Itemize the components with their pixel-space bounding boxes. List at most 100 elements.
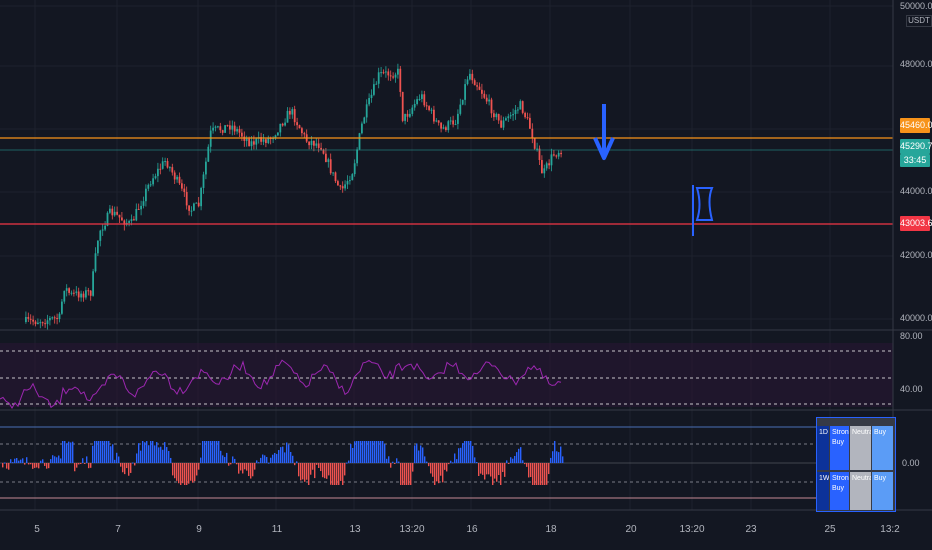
osc-bar bbox=[130, 463, 132, 473]
osc-bar bbox=[68, 441, 70, 463]
candle-body bbox=[188, 205, 190, 211]
osc-bar bbox=[216, 441, 218, 463]
candle-body bbox=[437, 120, 440, 123]
osc-bar bbox=[126, 463, 128, 469]
osc-bar bbox=[434, 463, 436, 485]
candle-body bbox=[56, 317, 58, 320]
osc-bar bbox=[330, 463, 332, 485]
rating-cell-strong-buy: Strong Buy bbox=[830, 472, 849, 510]
osc-bar bbox=[344, 463, 346, 476]
candle-body bbox=[430, 109, 433, 111]
candle-body bbox=[461, 99, 464, 105]
osc-bar bbox=[332, 463, 334, 485]
candle-body bbox=[272, 138, 274, 140]
osc-bar bbox=[276, 453, 278, 463]
candle-body bbox=[262, 139, 265, 142]
price-axis-label: 48000.00 bbox=[900, 59, 932, 69]
osc-bar bbox=[200, 457, 202, 463]
osc-bar bbox=[398, 461, 400, 463]
date-label: 20 bbox=[625, 524, 637, 535]
flag-icon[interactable] bbox=[692, 185, 714, 236]
candle-body bbox=[133, 219, 135, 221]
osc-bar bbox=[424, 456, 426, 463]
candle-body bbox=[97, 240, 99, 254]
candle-body bbox=[197, 202, 200, 207]
date-label: 7 bbox=[115, 524, 121, 535]
osc-bar bbox=[206, 441, 208, 463]
osc-bar bbox=[198, 463, 200, 470]
osc-bar bbox=[254, 463, 256, 470]
date-label: 23 bbox=[745, 524, 757, 535]
osc-bar bbox=[230, 463, 232, 465]
osc-bar bbox=[510, 457, 512, 463]
date-label: 18 bbox=[545, 524, 557, 535]
date-label: 11 bbox=[271, 524, 283, 535]
candle-body bbox=[281, 123, 284, 126]
oscillator-panel bbox=[0, 426, 893, 499]
candle-body bbox=[183, 188, 186, 193]
rsi-band bbox=[0, 343, 893, 407]
osc-bar bbox=[232, 456, 234, 463]
candle-body bbox=[245, 138, 248, 141]
date-label: 5 bbox=[34, 524, 40, 535]
osc-bar bbox=[8, 463, 10, 470]
candle-body bbox=[260, 137, 262, 142]
candle-body bbox=[557, 152, 560, 157]
candle-body bbox=[293, 109, 296, 123]
osc-bar bbox=[532, 463, 534, 485]
red-price-tag[interactable]: 43003.69 bbox=[900, 216, 932, 231]
candle-body bbox=[370, 94, 373, 99]
candle-body bbox=[25, 317, 27, 322]
osc-bar bbox=[66, 443, 68, 463]
osc-bar bbox=[440, 463, 442, 476]
osc-bar bbox=[468, 441, 470, 463]
candle-body bbox=[387, 71, 390, 76]
osc-bar bbox=[14, 458, 16, 463]
osc-bar bbox=[428, 463, 430, 467]
osc-bar bbox=[438, 463, 440, 484]
osc-bar bbox=[448, 463, 450, 465]
osc-bar bbox=[454, 453, 456, 463]
candle-body bbox=[361, 123, 363, 134]
candle-body bbox=[137, 208, 140, 210]
osc-bar bbox=[54, 456, 56, 463]
candle-body bbox=[207, 146, 210, 162]
candle-body bbox=[58, 313, 61, 320]
candle-body bbox=[416, 99, 418, 104]
osc-bar bbox=[410, 463, 412, 485]
osc-bar bbox=[400, 463, 402, 485]
candle-body bbox=[142, 201, 145, 206]
osc-bar bbox=[476, 462, 478, 464]
osc-bar bbox=[506, 460, 508, 463]
candle-body bbox=[512, 114, 514, 116]
osc-bar bbox=[522, 460, 524, 463]
candle-body bbox=[377, 72, 380, 84]
candle-body bbox=[464, 84, 466, 100]
candle-body bbox=[37, 322, 39, 325]
osc-bar bbox=[492, 463, 494, 485]
osc-bar bbox=[402, 463, 404, 485]
osc-bar bbox=[388, 456, 390, 463]
osc-bar bbox=[290, 451, 292, 463]
date-label: 16 bbox=[466, 524, 478, 535]
osc-bar bbox=[374, 441, 376, 463]
candle-body bbox=[221, 130, 224, 133]
candle-body bbox=[353, 163, 356, 175]
osc-bar bbox=[470, 441, 472, 463]
osc-bar bbox=[358, 441, 360, 463]
osc-bar bbox=[512, 458, 514, 463]
arrow-down-icon[interactable] bbox=[593, 104, 615, 160]
osc-bar bbox=[76, 463, 78, 468]
candle-body bbox=[536, 148, 538, 150]
candle-body bbox=[65, 288, 68, 291]
osc-bar bbox=[218, 441, 220, 463]
candle-body bbox=[337, 181, 339, 186]
rsi-axis-label: 80.00 bbox=[900, 331, 923, 341]
price-axis-label: 44000.00 bbox=[900, 186, 932, 196]
osc-bar bbox=[184, 463, 186, 485]
orange-price-tag[interactable]: 45460.06 bbox=[900, 118, 932, 133]
candle-body bbox=[123, 220, 126, 225]
current-price-tag[interactable]: 45290.77 bbox=[900, 139, 932, 154]
candle-body bbox=[113, 211, 116, 216]
